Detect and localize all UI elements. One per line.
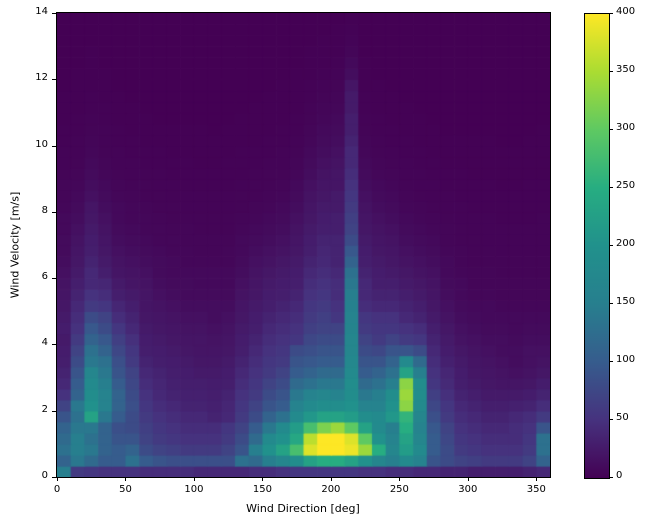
x-tick-mark xyxy=(399,477,401,481)
colorbar-tick-mark xyxy=(609,303,613,304)
y-tick-mark xyxy=(52,211,56,213)
x-tick-label: 200 xyxy=(321,484,341,495)
y-tick-label: 14 xyxy=(35,6,48,17)
y-tick-mark xyxy=(52,344,56,346)
colorbar-tick-label: 50 xyxy=(616,412,629,423)
colorbar-tick-mark xyxy=(609,71,613,72)
colorbar-tick-label: 0 xyxy=(616,470,623,481)
x-tick-label: 150 xyxy=(252,484,272,495)
heatmap-2d-histogram xyxy=(57,13,550,477)
x-tick-label: 50 xyxy=(119,484,132,495)
colorbar-tick-mark xyxy=(609,187,613,188)
colorbar-tick-label: 350 xyxy=(616,64,636,75)
x-tick-label: 300 xyxy=(458,484,478,495)
y-tick-label: 12 xyxy=(35,72,48,84)
x-tick-mark xyxy=(467,477,469,481)
x-tick-mark xyxy=(125,477,127,481)
colorbar-tick-label: 100 xyxy=(616,354,636,365)
y-tick-label: 2 xyxy=(41,403,48,415)
y-tick-label: 8 xyxy=(41,204,48,216)
x-tick-label: 350 xyxy=(526,484,546,495)
x-tick-mark xyxy=(193,477,195,481)
y-tick-mark xyxy=(52,410,56,412)
colorbar-tick-mark xyxy=(609,419,613,420)
colorbar-tick-label: 200 xyxy=(616,238,636,249)
colorbar-tick-label: 400 xyxy=(616,6,636,17)
y-tick-mark xyxy=(52,145,56,147)
y-tick-label: 0 xyxy=(41,470,48,481)
colorbar-tick-mark xyxy=(609,245,613,246)
colorbar-tick-label: 150 xyxy=(616,296,636,307)
x-tick-label: 100 xyxy=(184,484,204,495)
colorbar-tick-mark xyxy=(609,361,613,362)
y-tick-mark xyxy=(52,278,56,280)
x-tick-label: 0 xyxy=(53,484,61,495)
colorbar-tick-mark xyxy=(609,129,613,130)
x-tick-mark xyxy=(330,477,332,481)
y-tick-label: 6 xyxy=(41,271,48,283)
x-tick-mark xyxy=(57,477,58,481)
x-tick-label: 250 xyxy=(389,484,409,495)
colorbar-tick-label: 250 xyxy=(616,180,636,191)
y-tick-label: 4 xyxy=(41,337,48,349)
colorbar-tick-label: 300 xyxy=(616,122,636,133)
y-tick-mark xyxy=(52,13,56,14)
x-tick-mark xyxy=(262,477,264,481)
y-tick-mark xyxy=(52,477,56,478)
x-tick-mark xyxy=(536,477,538,481)
colorbar xyxy=(584,13,610,479)
x-axis-label: Wind Direction [deg] xyxy=(246,502,360,515)
colorbar-tick-mark xyxy=(609,13,613,14)
y-tick-label: 10 xyxy=(35,138,48,150)
y-tick-mark xyxy=(52,79,56,81)
y-axis-label: Wind Velocity [m/s] xyxy=(8,191,22,299)
colorbar-tick-mark xyxy=(609,477,613,478)
